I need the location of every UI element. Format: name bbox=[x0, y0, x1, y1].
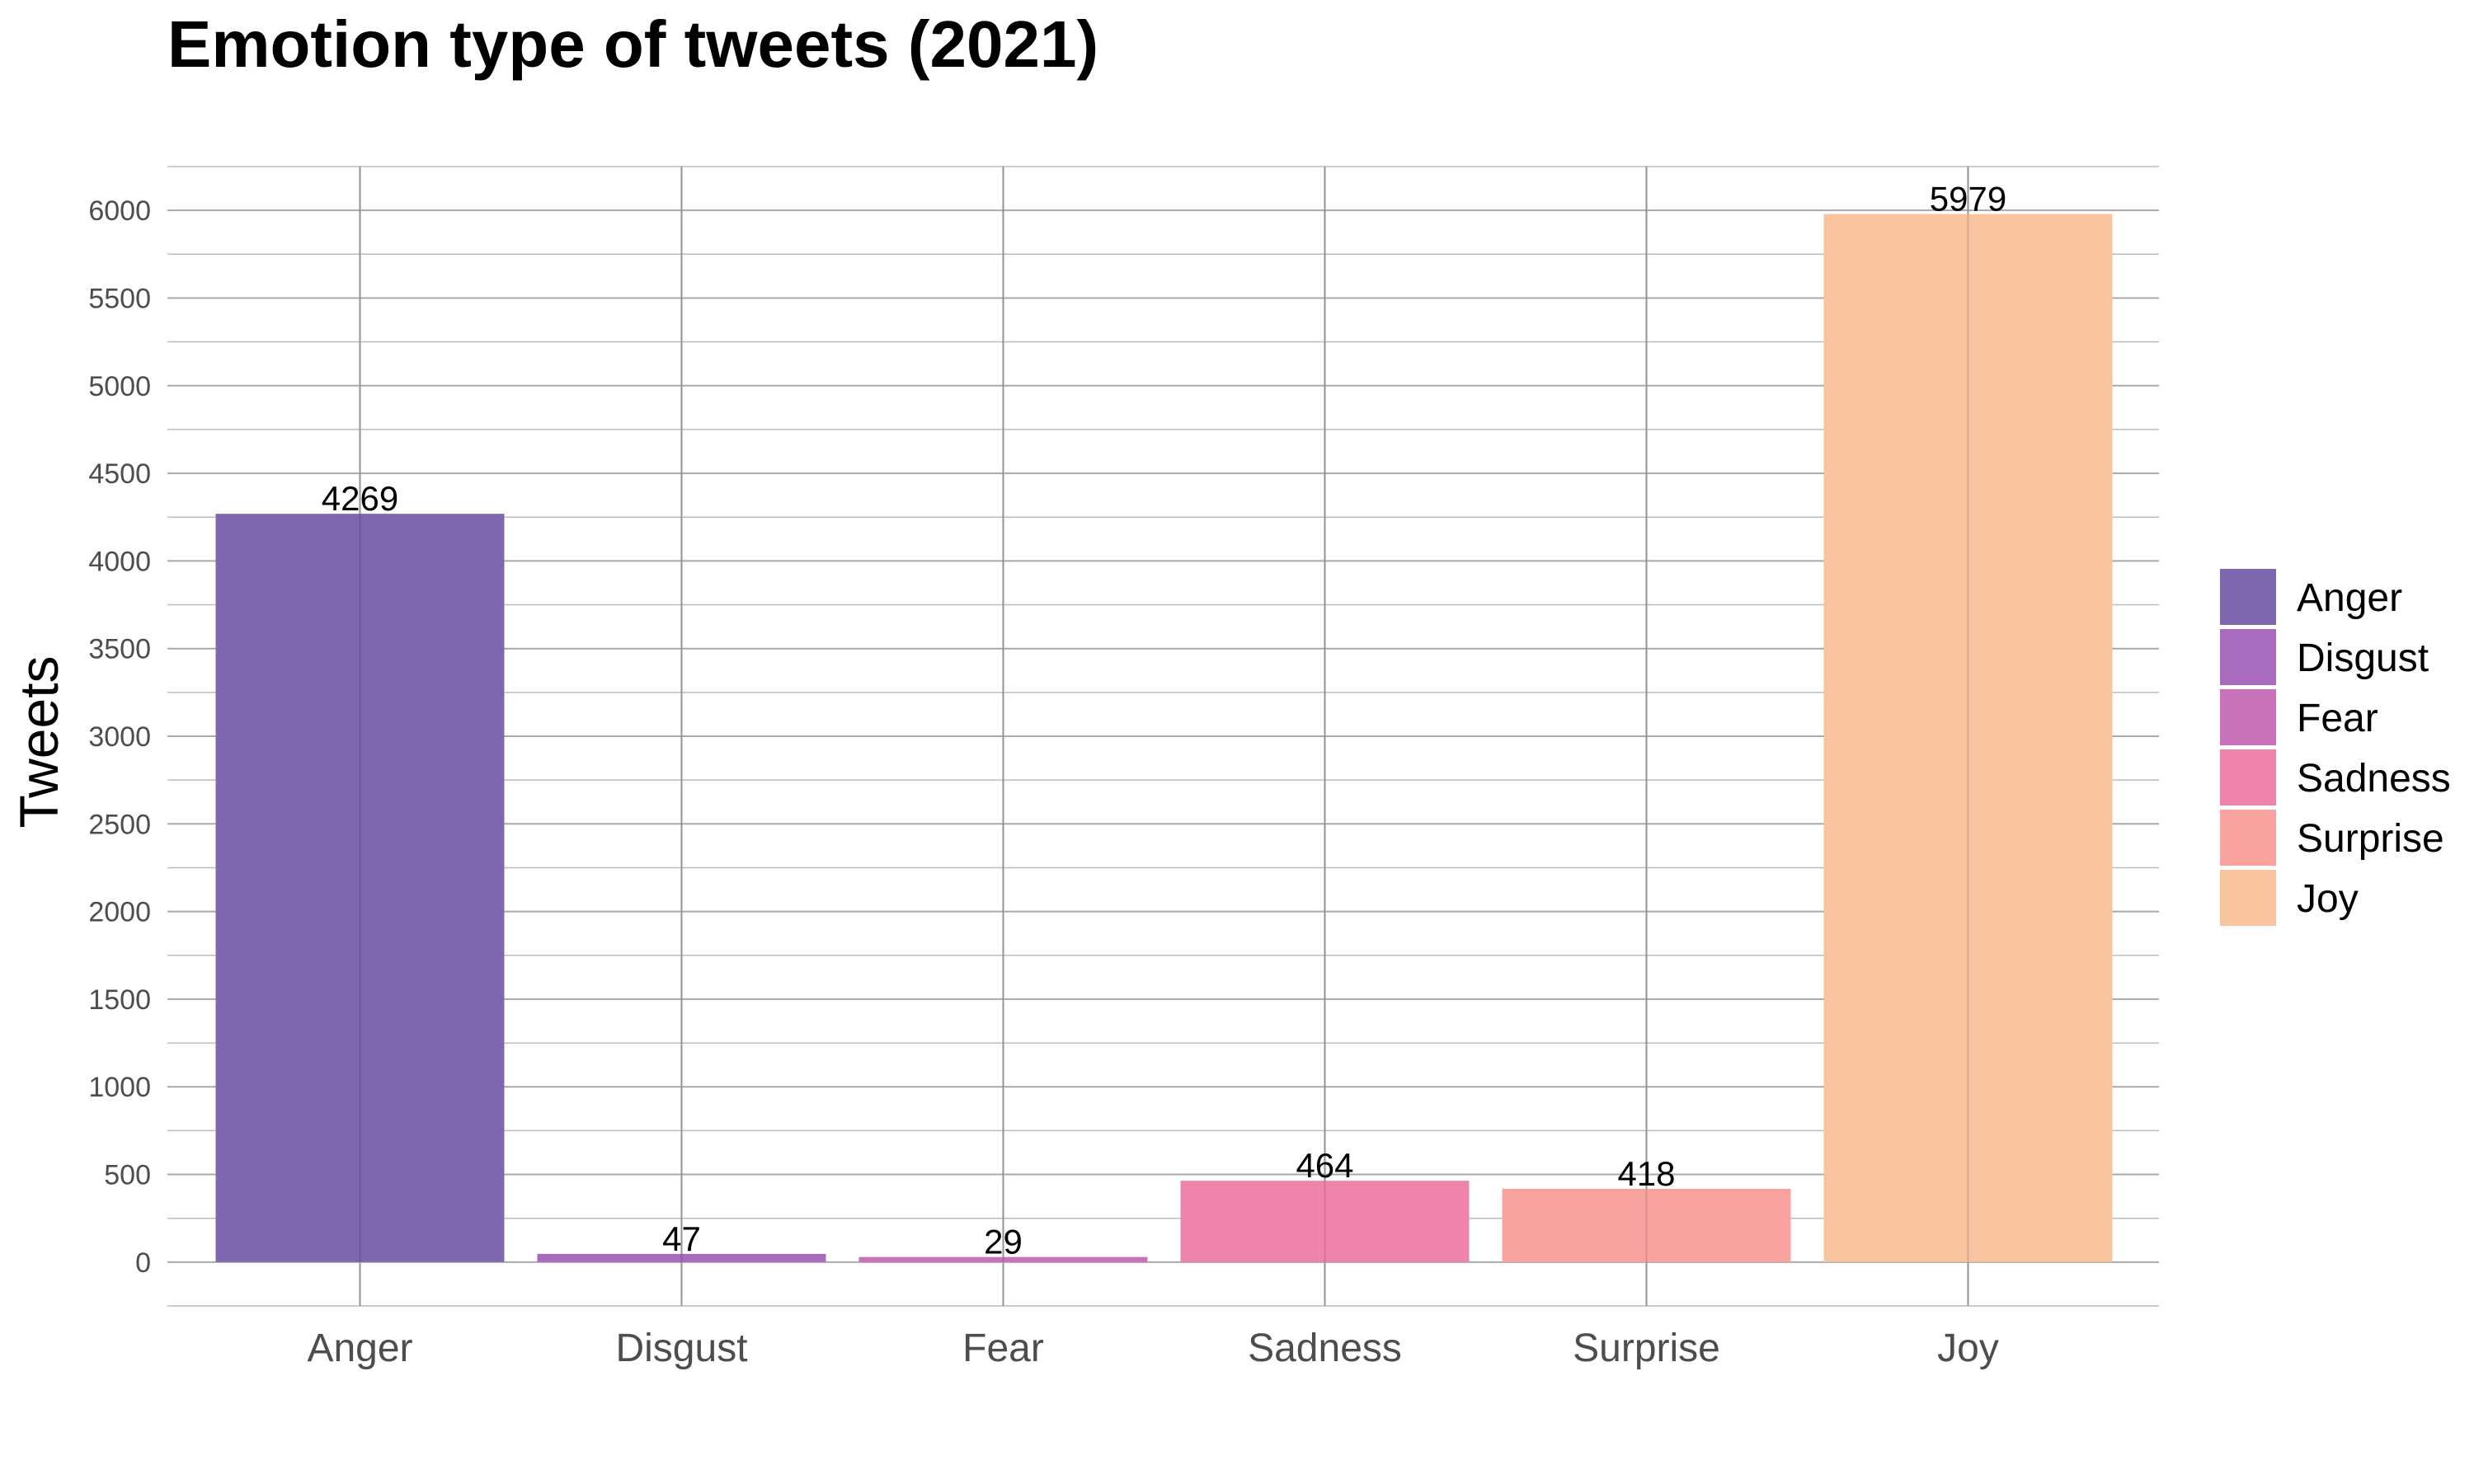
bar-anger bbox=[215, 514, 505, 1262]
chart-title: Emotion type of tweets (2021) bbox=[167, 7, 1099, 81]
bar-sadness bbox=[1180, 1181, 1470, 1262]
data-label: 29 bbox=[984, 1223, 1023, 1261]
x-tick-label: Disgust bbox=[615, 1327, 747, 1370]
legend-key bbox=[2220, 870, 2276, 926]
legend-label: Disgust bbox=[2297, 636, 2429, 680]
data-label: 5979 bbox=[1930, 180, 2006, 218]
data-labels: 4269 47 29 464 418 5979 bbox=[322, 180, 2006, 1261]
data-label: 4269 bbox=[322, 479, 398, 518]
bar-joy bbox=[1823, 214, 2113, 1262]
y-tick-label: 2000 bbox=[88, 897, 151, 928]
data-label: 47 bbox=[662, 1219, 701, 1258]
bar-fear bbox=[858, 1256, 1148, 1262]
legend-label: Fear bbox=[2297, 697, 2378, 740]
bar-disgust bbox=[537, 1253, 826, 1262]
legend-label: Surprise bbox=[2297, 817, 2444, 861]
y-tick-label: 1500 bbox=[88, 984, 151, 1016]
y-tick-label: 4500 bbox=[88, 458, 151, 490]
legend-key bbox=[2220, 810, 2276, 866]
legend-label: Sadness bbox=[2297, 757, 2451, 801]
x-tick-label: Surprise bbox=[1573, 1327, 1720, 1370]
y-axis-label: Tweets bbox=[8, 655, 69, 828]
y-tick-label: 5500 bbox=[88, 283, 151, 314]
y-axis-tick-labels: 0 500 1000 1500 2000 2500 3000 3500 4000 4500 5000… bbox=[88, 195, 151, 1279]
legend: Anger Disgust Fear Sadness Surprise Joy bbox=[2220, 569, 2451, 926]
x-tick-label: Anger bbox=[307, 1327, 412, 1370]
y-tick-label: 5000 bbox=[88, 371, 151, 402]
y-tick-label: 3000 bbox=[88, 721, 151, 753]
bar-surprise bbox=[1502, 1188, 1791, 1262]
legend-key bbox=[2220, 749, 2276, 805]
legend-label: Anger bbox=[2297, 576, 2402, 620]
y-tick-label: 2500 bbox=[88, 809, 151, 840]
legend-key bbox=[2220, 629, 2276, 685]
legend-label: Joy bbox=[2297, 877, 2359, 921]
legend-key bbox=[2220, 569, 2276, 625]
data-label: 464 bbox=[1296, 1146, 1353, 1185]
data-label: 418 bbox=[1617, 1154, 1675, 1193]
x-tick-label: Joy bbox=[1937, 1327, 1999, 1370]
x-tick-label: Sadness bbox=[1248, 1327, 1402, 1370]
x-tick-label: Fear bbox=[962, 1327, 1044, 1370]
y-tick-label: 6000 bbox=[88, 195, 151, 227]
x-axis-tick-labels: Anger Disgust Fear Sadness Surprise Joy bbox=[307, 1327, 1998, 1370]
y-tick-label: 500 bbox=[104, 1160, 151, 1191]
bars bbox=[215, 214, 2113, 1262]
vertical-gridlines-overlay bbox=[359, 167, 1969, 1306]
y-tick-label: 4000 bbox=[88, 546, 151, 577]
y-tick-label: 1000 bbox=[88, 1072, 151, 1103]
legend-key bbox=[2220, 689, 2276, 745]
y-tick-label: 3500 bbox=[88, 634, 151, 665]
y-tick-label: 0 bbox=[135, 1247, 151, 1279]
